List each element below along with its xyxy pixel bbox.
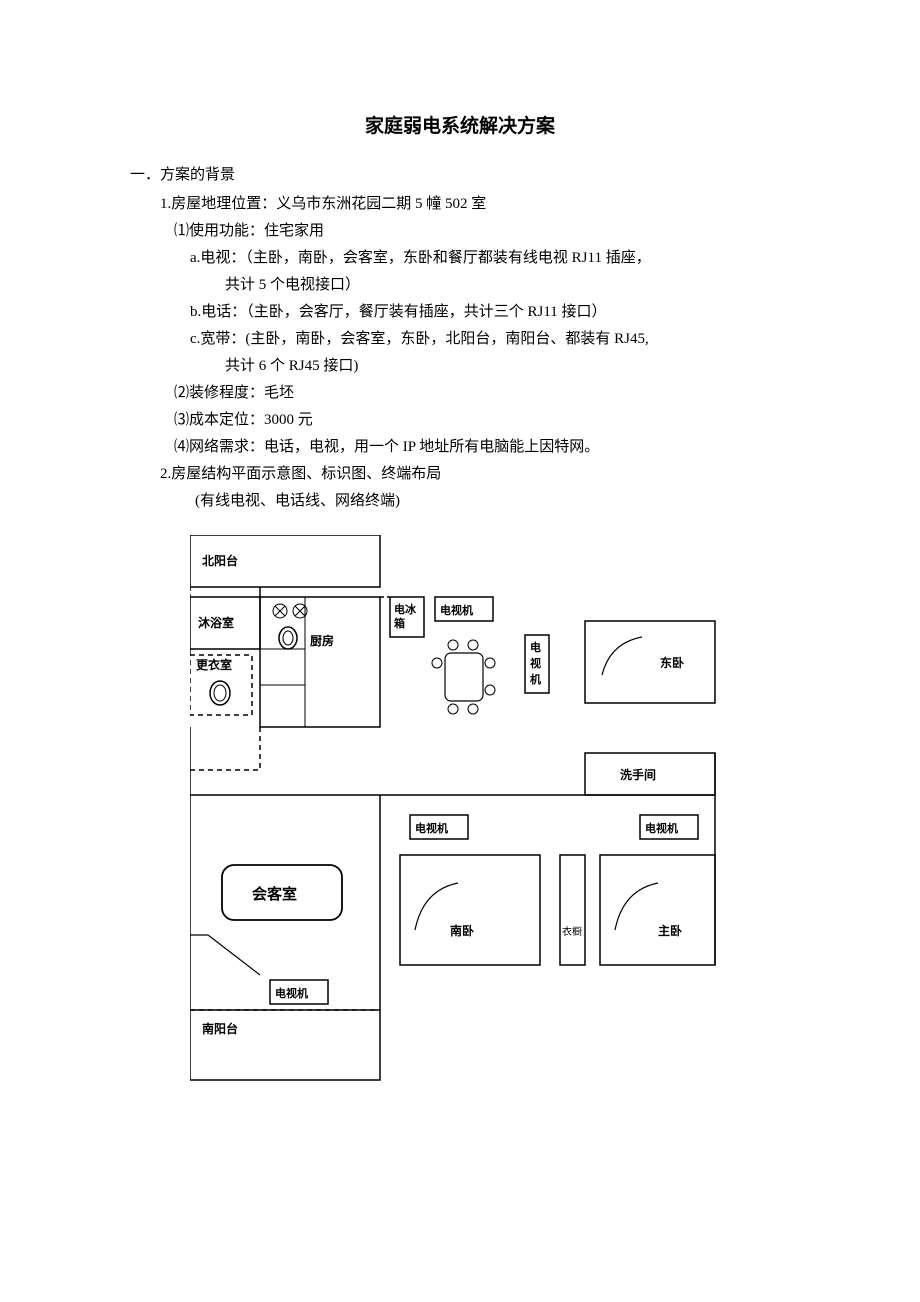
label-kitchen: 厨房 — [310, 633, 334, 648]
label-north-balcony: 北阳台 — [202, 553, 238, 568]
label-south-bed: 南卧 — [450, 923, 474, 938]
washer-icon-2 — [210, 681, 230, 705]
text-line: 共计 6 个 RJ45 接口) — [130, 353, 790, 380]
label-tv: 电视机 — [440, 603, 473, 617]
washer-icon — [279, 627, 297, 649]
label-dressing: 更衣室 — [196, 657, 232, 672]
text-line: ⑴使用功能：住宅家用 — [130, 218, 790, 245]
text-line: b.电话：（主卧，会客厅，餐厅装有插座，共计三个 RJ11 接口） — [130, 299, 790, 326]
svg-text:电视机: 电视机 — [415, 821, 448, 835]
text-line: 2.房屋结构平面示意图、标识图、终端布局 — [130, 461, 790, 488]
text-line: 1.房屋地理位置：义乌市东洲花园二期 5 幢 502 室 — [130, 191, 790, 218]
label-fridge: 电冰 — [394, 602, 417, 616]
label-master: 主卧 — [658, 923, 682, 938]
svg-text:机: 机 — [530, 672, 541, 686]
dining-table-icon — [432, 640, 495, 714]
page-title: 家庭弱电系统解决方案 — [130, 110, 790, 144]
section-heading: 一．方案的背景 — [130, 162, 790, 189]
label-east-bed: 东卧 — [660, 655, 684, 670]
label-bathroom: 沐浴室 — [198, 615, 234, 630]
text-line: 共计 5 个电视接口） — [130, 272, 790, 299]
svg-text:视: 视 — [530, 656, 541, 670]
text-line: ⑷网络需求：电话，电视，用一个 IP 地址所有电脑能上因特网。 — [130, 434, 790, 461]
stove-icon — [273, 604, 307, 618]
text-line: ⑵装修程度：毛坯 — [130, 380, 790, 407]
svg-text:电视机: 电视机 — [645, 821, 678, 835]
svg-text:电: 电 — [530, 640, 541, 654]
svg-text:电视机: 电视机 — [275, 986, 308, 1000]
text-line: (有线电视、电话线、网络终端) — [130, 488, 790, 515]
floorplan-diagram: 北阳台 沐浴室 厨房 更衣室 — [190, 535, 790, 1095]
text-line: a.电视：（主卧，南卧，会客室，东卧和餐厅都装有线电视 RJ11 插座， — [130, 245, 790, 272]
label-south-balcony: 南阳台 — [202, 1021, 238, 1036]
text-line: c.宽带：(主卧，南卧，会客室，东卧，北阳台，南阳台、都装有 RJ45, — [130, 326, 790, 353]
label-washroom: 洗手间 — [620, 767, 656, 782]
text-line: ⑶成本定位：3000 元 — [130, 407, 790, 434]
label-wardrobe: 衣橱 — [562, 925, 582, 938]
label-guest: 会客室 — [252, 885, 297, 903]
svg-text:箱: 箱 — [394, 616, 405, 630]
